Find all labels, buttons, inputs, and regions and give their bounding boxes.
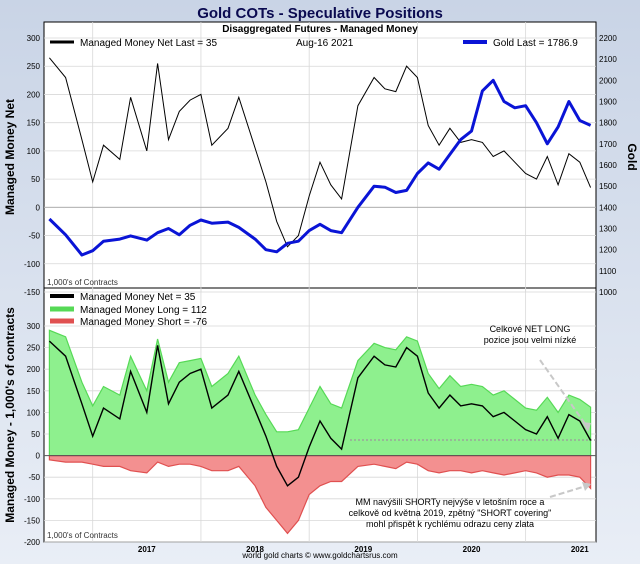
top-tick-label: 300 xyxy=(27,34,41,43)
gold-price-line xyxy=(48,78,592,257)
gold-tick-label: 1300 xyxy=(599,225,617,234)
gold-tick-label: 1100 xyxy=(599,267,617,276)
bottom-net-legend-label: Managed Money Net = 35 xyxy=(80,292,196,303)
chart-title: Gold COTs - Speculative Positions xyxy=(197,5,443,22)
annotation-net-long: Celkové NET LONG pozice jsou velmi nízké xyxy=(484,324,577,345)
top-tick-label: 200 xyxy=(27,90,41,99)
bottom-net-line xyxy=(48,340,592,487)
bottom-tick-label: 300 xyxy=(27,322,41,331)
bottom-tick-label: -150 xyxy=(24,516,41,525)
top-right-axis-ticks: 2200 2100 2000 1900 1800 1700 1600 1500 1400 1300… xyxy=(599,34,617,297)
long-area xyxy=(48,329,592,457)
annotation-arrow-1 xyxy=(539,359,589,429)
annotation-arrow-2 xyxy=(549,485,587,498)
chart-subtitle: Disaggregated Futures - Managed Money xyxy=(222,24,418,35)
top-tick-label: -50 xyxy=(28,232,40,241)
gold-tick-label: 1500 xyxy=(599,182,617,191)
gold-axis-label: Gold xyxy=(625,143,639,170)
short-legend-label: Managed Money Short = -76 xyxy=(80,317,207,328)
x-tick-label: 2021 xyxy=(571,545,589,554)
top-net-line xyxy=(49,57,592,248)
bottom-tick-label: 150 xyxy=(27,387,41,396)
top-tick-label: 100 xyxy=(27,147,41,156)
gold-tick-label: 2200 xyxy=(599,34,617,43)
bottom-tick-label: 100 xyxy=(27,408,41,417)
x-tick-label: 2018 xyxy=(246,545,264,554)
gold-tick-label: 1900 xyxy=(599,98,617,107)
top-tick-label: -100 xyxy=(24,260,41,269)
x-tick-label: 2020 xyxy=(463,545,481,554)
bottom-y-axis-label: Managed Money - 1,000's of contracts xyxy=(3,307,17,523)
gold-legend-label: Gold Last = 1786.9 xyxy=(493,38,578,49)
annotation-arrowhead-1 xyxy=(582,422,591,432)
gold-tick-label: 2000 xyxy=(599,76,617,85)
gold-tick-label: 1400 xyxy=(599,203,617,212)
gold-tick-label: 2100 xyxy=(599,55,617,64)
top-tick-label: 250 xyxy=(27,62,41,71)
top-y-axis-label: Managed Money Net xyxy=(3,99,17,215)
top-left-axis-ticks: 300 250 200 150 100 50 0 -50 -100 -150 xyxy=(24,34,41,297)
gold-tick-label: 1800 xyxy=(599,119,617,128)
footer-credit: world gold charts © www.goldchartsrus.co… xyxy=(241,551,398,560)
top-tick-label: 0 xyxy=(36,203,41,212)
long-legend-label: Managed Money Long = 112 xyxy=(80,305,207,316)
bottom-tick-label: 0 xyxy=(36,452,41,461)
bottom-tick-label: -100 xyxy=(24,495,41,504)
bottom-axis-ticks: 300 250 200 150 100 50 0 -50 -100 -150 -200 xyxy=(24,322,41,547)
top-tick-label: 150 xyxy=(27,119,41,128)
bottom-tick-label: -50 xyxy=(28,473,40,482)
top-tick-label: 50 xyxy=(31,175,40,184)
net-legend-label: Managed Money Net Last = 35 xyxy=(80,38,217,49)
x-tick-label: 2019 xyxy=(354,545,372,554)
bottom-units-note: 1,000's of Contracts xyxy=(47,531,118,540)
bottom-tick-label: -200 xyxy=(24,538,41,547)
x-tick-label: 2017 xyxy=(138,545,156,554)
top-gridlines xyxy=(44,22,596,293)
top-units-note: 1,000's of Contracts xyxy=(47,278,118,287)
bottom-tick-label: 200 xyxy=(27,365,41,374)
gold-tick-label: 1700 xyxy=(599,140,617,149)
gold-tick-label: 1600 xyxy=(599,161,617,170)
annotation-arrowhead-2 xyxy=(582,482,591,491)
gold-tick-label: 1000 xyxy=(599,288,617,297)
bottom-tick-label: 50 xyxy=(31,430,40,439)
bottom-tick-label: 250 xyxy=(27,344,41,353)
x-axis-ticks: 2017 2018 2019 2020 2021 xyxy=(138,545,589,554)
gold-tick-label: 1200 xyxy=(599,246,617,255)
chart-date: Aug-16 2021 xyxy=(296,38,354,49)
annotation-shorts: MM navýšili SHORTy nejvýše v letošním ro… xyxy=(349,497,552,529)
short-area xyxy=(48,455,592,535)
top-panel xyxy=(43,21,597,293)
top-tick-label: -150 xyxy=(24,288,41,297)
